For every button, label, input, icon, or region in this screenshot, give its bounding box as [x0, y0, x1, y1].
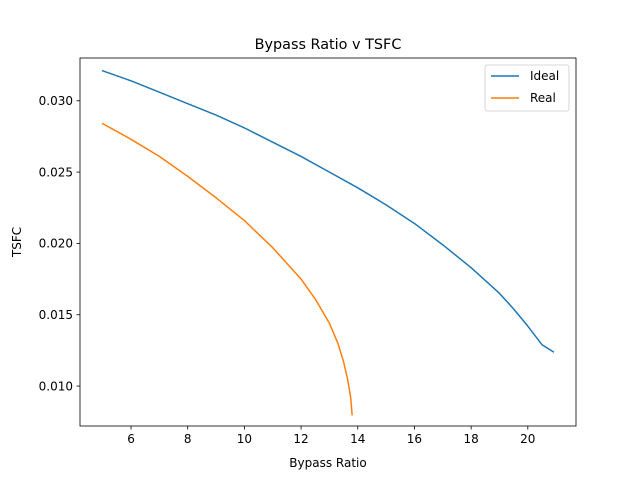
x-axis-title: Bypass Ratio: [289, 456, 366, 470]
y-tick-label: 0.030: [39, 94, 73, 108]
series-layer: [101, 69, 555, 416]
x-tick-label: 12: [293, 432, 308, 446]
y-tick-label: 0.025: [39, 165, 73, 179]
plot-area: 6 8 10 12 14 16 18 20 0.010 0.015 0.020 0.025 0.030: [39, 57, 577, 446]
series-line-ideal: [101, 69, 555, 353]
legend: Ideal Real: [484, 64, 570, 112]
y-tick-label: 0.020: [39, 237, 73, 251]
x-tick-label: 8: [184, 432, 192, 446]
y-tick-label: 0.010: [39, 379, 73, 393]
x-axis-ticks: 6 8 10 12 14 16 18 20: [127, 426, 535, 446]
chart-title: Bypass Ratio v TSFC: [255, 37, 402, 53]
x-tick-label: 20: [520, 432, 535, 446]
y-axis-title: TSFC: [10, 227, 24, 258]
x-tick-label: 18: [463, 432, 478, 446]
x-tick-label: 16: [407, 432, 422, 446]
axes-frame: [79, 57, 577, 427]
series-line-real: [101, 122, 353, 416]
legend-label-ideal: Ideal: [530, 69, 559, 83]
y-tick-label: 0.015: [39, 308, 73, 322]
legend-label-real: Real: [530, 91, 556, 105]
x-tick-label: 6: [127, 432, 135, 446]
y-axis-ticks: 0.010 0.015 0.020 0.025 0.030: [39, 94, 80, 393]
x-tick-label: 10: [237, 432, 252, 446]
x-tick-label: 14: [350, 432, 365, 446]
